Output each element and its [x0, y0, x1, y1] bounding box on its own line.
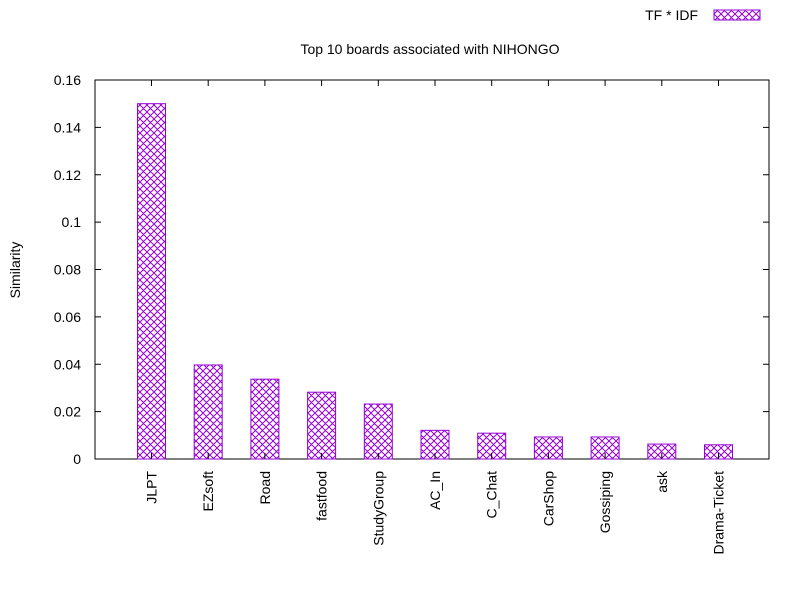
x-tick-label: EZsoft — [200, 471, 216, 512]
x-tick-label: CarShop — [540, 471, 556, 526]
bar-jlpt — [137, 103, 166, 460]
bar-ezsoft — [193, 364, 223, 460]
legend-label: TF * IDF — [645, 7, 698, 23]
y-tick-label: 0.14 — [54, 119, 81, 135]
x-tick-label: Road — [257, 471, 273, 504]
y-tick-label: 0.02 — [54, 404, 81, 420]
bar-studygroup — [363, 403, 393, 460]
y-axis-ticks: 0 0.02 0.04 0.06 0.08 0.1 0.12 0.14 0.16 — [54, 72, 769, 467]
x-tick-label: StudyGroup — [370, 471, 386, 546]
x-tick-label: JLPT — [144, 471, 160, 504]
x-tick-label: ask — [654, 470, 670, 493]
legend: TF * IDF — [645, 7, 761, 23]
y-tick-label: 0.16 — [54, 72, 81, 88]
y-tick-label: 0.04 — [54, 356, 81, 372]
x-axis-ticks: JLPT EZsoft Road fastfood StudyGroup AC_In C_C… — [144, 80, 727, 555]
bars — [137, 103, 733, 460]
x-tick-label: AC_In — [427, 471, 443, 510]
y-tick-label: 0.12 — [54, 167, 81, 183]
legend-swatch — [713, 9, 761, 21]
x-tick-label: Drama-Ticket — [711, 471, 727, 555]
y-tick-label: 0.08 — [54, 262, 81, 278]
y-tick-label: 0.06 — [54, 309, 81, 325]
y-tick-label: 0 — [73, 451, 81, 467]
y-axis-label: Similarity — [7, 242, 23, 299]
x-tick-label: Gossiping — [597, 471, 613, 533]
x-tick-label: C_Chat — [484, 471, 500, 519]
x-tick-label: fastfood — [314, 471, 330, 521]
bar-road — [250, 378, 280, 460]
chart-title: Top 10 boards associated with NIHONGO — [300, 41, 559, 57]
bar-fastfood — [307, 391, 337, 460]
y-tick-label: 0.1 — [62, 214, 82, 230]
